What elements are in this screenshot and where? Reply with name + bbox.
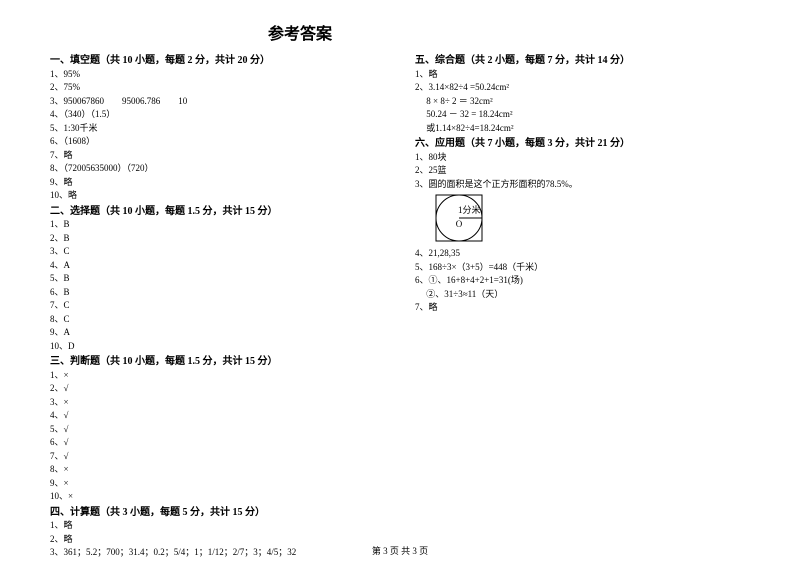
s5-item: 50.24 － 32 = 18.24cm² [415,108,750,122]
s5-item: 或1.14×82÷4=18.24cm² [415,122,750,136]
s1-item: 5、1:30千米 [50,122,385,136]
s2-item: 6、B [50,286,385,300]
left-column: 一、填空题（共 10 小题，每题 2 分，共计 20 分） 1、95% 2、75… [50,52,385,560]
s5-item: 1、略 [415,68,750,82]
content-columns: 一、填空题（共 10 小题，每题 2 分，共计 20 分） 1、95% 2、75… [50,52,750,560]
s2-item: 10、D [50,340,385,354]
s1-item: 2、75% [50,81,385,95]
s6-item: 1、80块 [415,151,750,165]
s1-item: 4、（340）（1.5） [50,108,385,122]
s1-item: 1、95% [50,68,385,82]
s5-item: 8 × 8÷ 2 ＝ 32cm² [415,95,750,109]
s3-item: 2、√ [50,382,385,396]
section-6-header: 六、应用题（共 7 小题，每题 3 分，共计 21 分） [415,137,750,151]
s3-item: 3、× [50,396,385,410]
s6-item: 2、25篮 [415,164,750,178]
s3-item: 8、× [50,463,385,477]
section-2-header: 二、选择题（共 10 小题，每题 1.5 分，共计 15 分） [50,205,385,219]
s2-item: 1、B [50,218,385,232]
s1-item: 9、略 [50,176,385,190]
s1-item: 10、略 [50,189,385,203]
radius-label: 1分米 [458,204,481,215]
s6-item: 5、168÷3×（3+5）=448（千米） [415,261,750,275]
s6-item: ②、31÷3≈11（天） [415,288,750,302]
s3-item: 4、√ [50,409,385,423]
s3-item: 7、√ [50,450,385,464]
s2-item: 9、A [50,326,385,340]
s3-item: 6、√ [50,436,385,450]
s2-item: 8、C [50,313,385,327]
s2-item: 5、B [50,272,385,286]
section-1-header: 一、填空题（共 10 小题，每题 2 分，共计 20 分） [50,54,385,68]
s6-item: 4、21,28,35 [415,247,750,261]
s3-item: 1、× [50,369,385,383]
page-footer: 第 3 页 共 3 页 [0,544,800,557]
s1-item: 6、（1608） [50,135,385,149]
s2-item: 3、C [50,245,385,259]
s4-item: 1、略 [50,519,385,533]
section-3-header: 三、判断题（共 10 小题，每题 1.5 分，共计 15 分） [50,355,385,369]
center-label: O [456,219,463,229]
s1-item: 7、略 [50,149,385,163]
s2-item: 4、A [50,259,385,273]
section-5-header: 五、综合题（共 2 小题，每题 7 分，共计 14 分） [415,54,750,68]
page-title: 参考答案 [0,20,750,44]
s1-item: 3、950067860 95006.786 10 [50,95,385,109]
s6-item: 7、略 [415,301,750,315]
s2-item: 7、C [50,299,385,313]
s5-item: 2、3.14×82÷4 =50.24cm² [415,81,750,95]
s3-item: 5、√ [50,423,385,437]
s6-item: 6、①、16+8+4+2+1=31(场) [415,274,750,288]
s2-item: 2、B [50,232,385,246]
s6-item: 3、圆的面积是这个正方形面积的78.5%。 [415,178,750,192]
right-column: 五、综合题（共 2 小题，每题 7 分，共计 14 分） 1、略 2、3.14×… [415,52,750,560]
circle-in-square-diagram: 1分米 O [427,193,491,243]
s3-item: 9、× [50,477,385,491]
s3-item: 10、× [50,490,385,504]
section-4-header: 四、计算题（共 3 小题，每题 5 分，共计 15 分） [50,506,385,520]
s1-item: 8、（72005635000）（720） [50,162,385,176]
